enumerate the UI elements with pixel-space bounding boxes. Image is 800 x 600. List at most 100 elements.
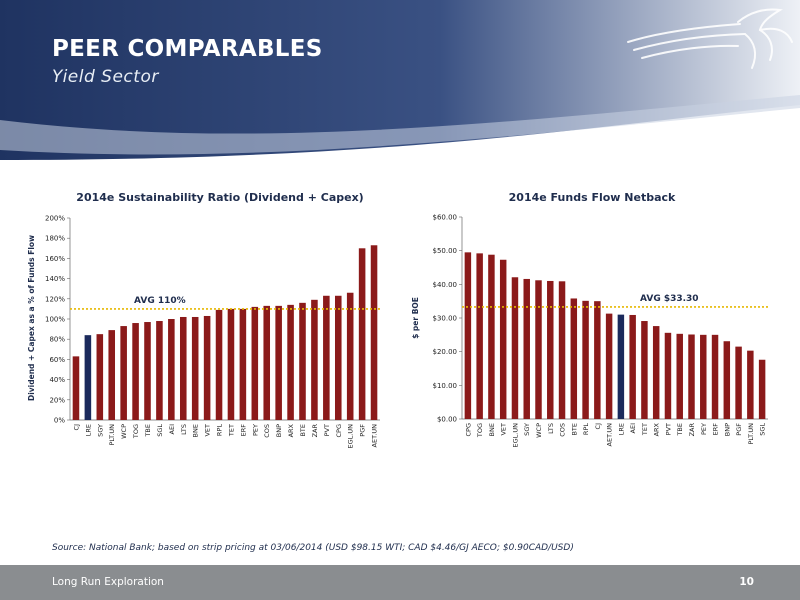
bar <box>570 298 578 419</box>
category-label: SGY <box>96 424 104 437</box>
y-tick-label: $60.00 <box>433 214 458 222</box>
bar <box>120 326 127 420</box>
category-label: SGL <box>156 424 164 437</box>
y-tick-label: $10.00 <box>433 382 458 390</box>
footer-bar: Long Run Exploration 10 <box>0 565 800 600</box>
category-label: CJ <box>594 423 602 430</box>
bar <box>641 321 648 419</box>
y-tick-label: 40% <box>49 376 65 384</box>
category-label: PLT.UN <box>108 424 116 446</box>
bar <box>488 254 495 419</box>
bar <box>108 330 116 420</box>
category-label: WCP <box>535 423 543 438</box>
y-tick-label: 200% <box>45 215 65 223</box>
category-label: PLT.UN <box>747 423 755 445</box>
y-tick-label: 140% <box>45 275 65 283</box>
category-label: SGL <box>759 423 767 436</box>
page-subtitle: Yield Sector <box>52 67 159 87</box>
category-label: EGL.UN <box>347 424 355 449</box>
bar <box>144 322 151 420</box>
source-note: Source: National Bank; based on strip pr… <box>52 543 574 553</box>
bar <box>758 359 766 419</box>
horse-icon <box>627 8 793 69</box>
bar <box>594 301 601 419</box>
bar <box>179 316 187 420</box>
category-label: AEI <box>168 424 176 435</box>
bar <box>168 319 175 420</box>
bar <box>629 314 636 419</box>
y-tick-label: 180% <box>45 235 65 243</box>
category-label: LTS <box>180 424 188 435</box>
bar-highlight <box>617 314 625 419</box>
category-label: AEI <box>629 423 637 434</box>
category-label: BNE <box>488 423 496 436</box>
bar <box>370 245 378 420</box>
y-tick-label: $0.00 <box>437 416 457 424</box>
y-tick-label: 80% <box>49 336 65 344</box>
plot-area: 0% 20% 40% 60% 80% 100% 120% 140% 160% 180% 200% CJ… <box>45 215 380 449</box>
category-label: WCP <box>120 424 128 439</box>
bar-highlight <box>84 335 92 420</box>
bar <box>239 308 247 420</box>
category-label: BNP <box>723 423 731 436</box>
category-label: TBE <box>144 424 152 438</box>
bar <box>582 300 589 419</box>
category-label: AET.UN <box>371 424 379 448</box>
y-tick-label: $30.00 <box>433 315 458 323</box>
category-label: RPL <box>216 424 224 436</box>
bar <box>735 346 742 419</box>
average-label: AVG $33.30 <box>640 294 699 304</box>
header-background <box>0 0 800 160</box>
y-axis-label: Dividend + Capex as a % of Funds Flow <box>27 235 36 401</box>
category-label: VET <box>500 423 508 436</box>
page-title: PEER COMPARABLES <box>52 36 323 62</box>
bar <box>191 316 199 420</box>
category-label: CJ <box>72 424 80 431</box>
category-label: BTE <box>570 423 578 436</box>
category-label: PGF <box>735 423 743 436</box>
category-label: ERF <box>712 423 720 436</box>
y-tick-label: 60% <box>49 356 65 364</box>
category-label: CPG <box>464 423 472 437</box>
category-label: TET <box>641 423 649 436</box>
y-tick-label: $20.00 <box>433 348 458 356</box>
category-label: CPG <box>335 424 343 438</box>
category-label: RPL <box>582 423 590 435</box>
page-number: 10 <box>739 576 754 588</box>
bar <box>263 305 271 420</box>
category-label: ARX <box>287 423 295 437</box>
category-label: TBE <box>676 423 684 437</box>
bar <box>215 309 223 420</box>
sustainability-ratio-chart: 2014e Sustainability Ratio (Dividend + C… <box>27 191 380 449</box>
category-label: BNP <box>275 424 283 437</box>
bar <box>464 252 472 419</box>
category-label: SGY <box>523 423 531 436</box>
category-label: PGF <box>359 424 367 437</box>
bar <box>664 332 672 419</box>
category-label: ERF <box>239 424 247 437</box>
bar <box>275 305 282 420</box>
bar <box>558 281 566 419</box>
category-label: PEY <box>251 424 259 436</box>
category-label: COS <box>559 423 567 437</box>
bar <box>156 321 163 420</box>
bar <box>311 299 318 420</box>
bar <box>358 248 366 420</box>
bar <box>652 326 660 419</box>
category-label: PVT <box>323 424 331 436</box>
bar <box>676 333 683 419</box>
plot-area: $0.00 $10.00 $20.00 $30.00 $40.00 $50.00 $60.0… <box>433 214 768 447</box>
category-label: BNE <box>192 424 200 437</box>
category-label: ZAR <box>311 424 319 438</box>
category-label: VET <box>204 424 212 437</box>
y-tick-label: 100% <box>45 316 65 324</box>
category-label: TET <box>227 424 235 437</box>
bar <box>511 277 519 419</box>
category-label: AET.UN <box>606 423 614 447</box>
bar <box>499 259 507 419</box>
y-tick-label: 0% <box>54 417 65 425</box>
bar <box>523 278 530 419</box>
bar <box>747 350 754 419</box>
category-label: LRE <box>84 424 92 436</box>
header-banner: PEER COMPARABLES Yield Sector <box>0 0 800 165</box>
